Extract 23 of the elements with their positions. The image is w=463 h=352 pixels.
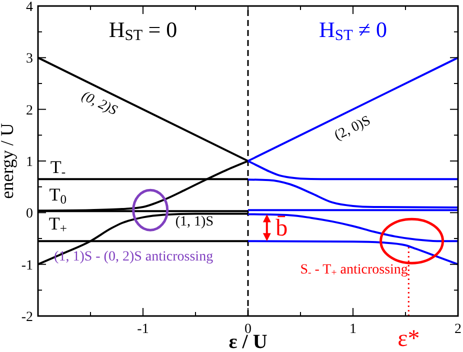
y-tick-label: 3: [26, 52, 33, 67]
annotation: (1, 1)S: [175, 214, 214, 230]
annotation: (1, 1)S - (0, 2)S anticrossing: [54, 250, 214, 265]
y-tick-label: 4: [26, 0, 33, 15]
annotation: b̄: [276, 214, 288, 242]
y-tick-label: 0: [26, 206, 33, 222]
ref-line-label: ε*: [398, 326, 420, 352]
annotation: H$_{ST}$ = 0: [108, 16, 178, 44]
y-tick-label: -1: [21, 258, 33, 274]
y-axis-title: energy / U: [0, 123, 17, 199]
annotation: S$_{-}$ - T$_{+}$ anticrossing: [300, 262, 408, 279]
annotation: T$_{0}$: [49, 184, 67, 206]
y-tick-label: 2: [26, 103, 33, 118]
y-tick-label: 1: [26, 155, 33, 170]
y-tick-label: -2: [21, 310, 33, 325]
x-tick-label: 1: [350, 322, 356, 337]
x-tick-label: 2: [454, 322, 462, 337]
annotation: H$_{ST}$ ≠ 0: [319, 16, 387, 44]
annotation: (0, 2)S: [78, 88, 120, 119]
annotation: T$_{-}$: [50, 156, 66, 179]
x-tick-label: -1: [137, 322, 149, 337]
annotation: (2, 0)S: [332, 114, 374, 144]
annotation: T$_{+}$: [48, 214, 68, 236]
